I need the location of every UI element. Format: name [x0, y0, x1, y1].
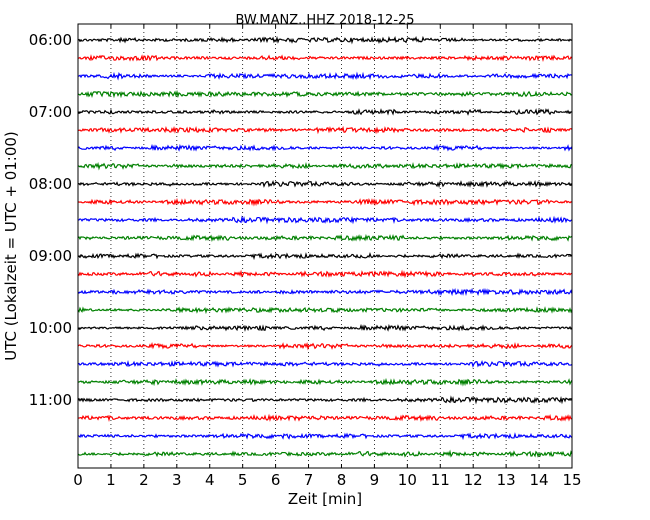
trace-0945: [77, 306, 573, 315]
trace-0830: [77, 215, 573, 225]
x-tick-label: 8: [337, 471, 347, 489]
trace-0630: [77, 71, 573, 81]
x-tick-label: 15: [562, 471, 581, 489]
trace-1115: [77, 413, 573, 423]
x-tick-label: 2: [139, 471, 149, 489]
x-tick-label: 11: [431, 471, 450, 489]
trace-0600: [77, 35, 573, 45]
y-axis-ticks: 06:00 07:00 08:00 09:00 10:00 11:00: [29, 31, 572, 409]
trace-0730: [77, 143, 573, 152]
trace-0800: [77, 179, 573, 189]
trace-0700: [77, 108, 573, 116]
x-tick-label: 0: [73, 471, 83, 489]
trace-0715: [77, 125, 573, 135]
y-tick-label: 08:00: [29, 175, 72, 193]
trace-0930: [77, 287, 573, 297]
x-tick-label: 5: [238, 471, 248, 489]
trace-0645: [77, 89, 573, 99]
x-tick-label: 12: [464, 471, 483, 489]
x-tick-label: 14: [530, 471, 549, 489]
y-tick-label: 06:00: [29, 31, 72, 49]
trace-1030: [77, 359, 573, 368]
trace-0845: [77, 233, 573, 243]
x-tick-label: 7: [304, 471, 314, 489]
y-tick-label: 07:00: [29, 103, 72, 121]
trace-0915: [77, 269, 573, 279]
y-tick-label: 09:00: [29, 247, 72, 265]
x-tick-label: 10: [398, 471, 417, 489]
trace-0615: [77, 54, 573, 63]
y-axis-label: UTC (Lokalzeit = UTC + 01:00): [2, 131, 20, 361]
x-tick-label: 9: [370, 471, 380, 489]
y-tick-label: 11:00: [29, 391, 72, 409]
trace-0900: [77, 251, 573, 261]
x-tick-label: 13: [497, 471, 516, 489]
x-tick-label: 6: [271, 471, 281, 489]
chart-title: BW.MANZ..HHZ 2018-12-25: [235, 13, 414, 28]
trace-0745: [77, 162, 573, 171]
y-tick-label: 10:00: [29, 319, 72, 337]
traces: [77, 35, 573, 458]
x-tick-label: 1: [106, 471, 116, 489]
trace-1100: [77, 395, 573, 405]
trace-1145: [77, 449, 573, 458]
plot-frame: [77, 23, 573, 469]
trace-0815: [77, 197, 573, 207]
x-axis-ticks: 0 1 2 3 4 5 6 7 8 9 10 11 12 13 14 15: [73, 24, 582, 489]
x-tick-label: 3: [172, 471, 182, 489]
trace-1130: [78, 432, 573, 441]
trace-1000: [77, 323, 573, 332]
x-tick-label: 4: [205, 471, 215, 489]
trace-1015: [77, 341, 573, 351]
trace-1045: [77, 377, 573, 387]
x-axis-label: Zeit [min]: [288, 490, 362, 508]
